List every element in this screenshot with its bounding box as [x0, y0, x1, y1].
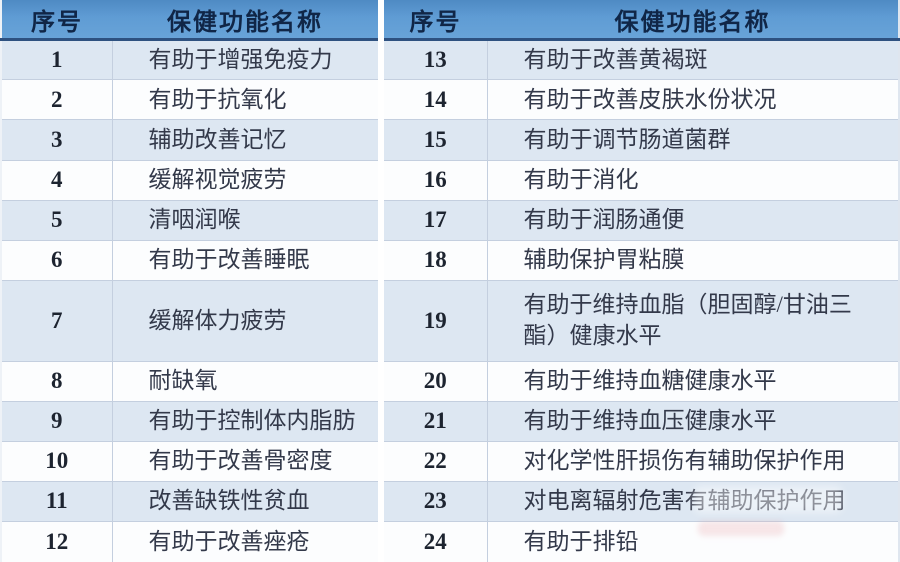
- function-name-cell: 缓解视觉疲劳: [112, 160, 378, 200]
- function-name-cell: 有助于维持血糖健康水平: [487, 361, 899, 401]
- function-name-cell: 对化学性肝损伤有辅助保护作用: [487, 441, 899, 481]
- row-number-cell: 12: [1, 522, 112, 562]
- row-number-cell: 24: [384, 522, 487, 562]
- function-name-cell: 辅助改善记忆: [112, 120, 378, 160]
- function-name-cell: 有助于调节肠道菌群: [487, 120, 899, 160]
- row-number-cell: 23: [384, 482, 487, 522]
- row-number-cell: 22: [384, 441, 487, 481]
- function-name-cell: 有助于改善骨密度: [112, 441, 378, 481]
- row-number-cell: 6: [1, 240, 112, 280]
- header-row: 序号 保健功能名称: [384, 0, 899, 40]
- function-name-cell: 有助于控制体内脂肪: [112, 401, 378, 441]
- table-right-header: 序号 保健功能名称: [384, 0, 899, 40]
- row-number-cell: 4: [1, 160, 112, 200]
- function-name-cell: 缓解体力疲劳: [112, 281, 378, 361]
- row-number-cell: 19: [384, 281, 487, 361]
- row-number-cell: 13: [384, 40, 487, 80]
- function-name-cell: 有助于改善黄褐斑: [487, 40, 899, 80]
- function-name-cell: 对电离辐射危害有辅助保护作用: [487, 482, 899, 522]
- row-number-cell: 9: [1, 401, 112, 441]
- row-number-cell: 18: [384, 240, 487, 280]
- function-name-cell: 有助于维持血压健康水平: [487, 401, 899, 441]
- row-number-cell: 3: [1, 120, 112, 160]
- row-number-cell: 2: [1, 80, 112, 120]
- column-header-function-name: 保健功能名称: [112, 0, 378, 40]
- row-number-cell: 1: [1, 40, 112, 80]
- table-left-header: 序号 保健功能名称: [1, 0, 378, 40]
- row-number-cell: 10: [1, 441, 112, 481]
- column-header-function-name: 保健功能名称: [487, 0, 899, 40]
- row-number-cell: 17: [384, 200, 487, 240]
- column-header-serial-number: 序号: [384, 0, 487, 40]
- row-number-cell: 15: [384, 120, 487, 160]
- row-number-cell: 11: [1, 482, 112, 522]
- function-name-cell: 耐缺氧: [112, 361, 378, 401]
- row-number-cell: 14: [384, 80, 487, 120]
- row-number-cell: 8: [1, 361, 112, 401]
- row-number-cell: 7: [1, 281, 112, 361]
- function-name-cell: 有助于维持血脂（胆固醇/甘油三酯）健康水平: [487, 281, 899, 361]
- row-number-cell: 20: [384, 361, 487, 401]
- header-row: 序号 保健功能名称: [1, 0, 378, 40]
- column-header-serial-number: 序号: [1, 0, 112, 40]
- function-name-cell: 清咽润喉: [112, 200, 378, 240]
- function-name-cell: 辅助保护胃粘膜: [487, 240, 899, 280]
- function-name-cell: 有助于排铅: [487, 522, 899, 562]
- function-name-cell: 改善缺铁性贫血: [112, 482, 378, 522]
- function-name-cell: 有助于润肠通便: [487, 200, 899, 240]
- function-name-cell: 有助于消化: [487, 160, 899, 200]
- function-name-cell: 有助于增强免疫力: [112, 40, 378, 80]
- row-number-cell: 21: [384, 401, 487, 441]
- row-number-cell: 5: [1, 200, 112, 240]
- function-name-cell: 有助于改善睡眠: [112, 240, 378, 280]
- function-name-cell: 有助于改善皮肤水份状况: [487, 80, 899, 120]
- row-number-cell: 16: [384, 160, 487, 200]
- function-name-cell: 有助于抗氧化: [112, 80, 378, 120]
- function-name-cell: 有助于改善痤疮: [112, 522, 378, 562]
